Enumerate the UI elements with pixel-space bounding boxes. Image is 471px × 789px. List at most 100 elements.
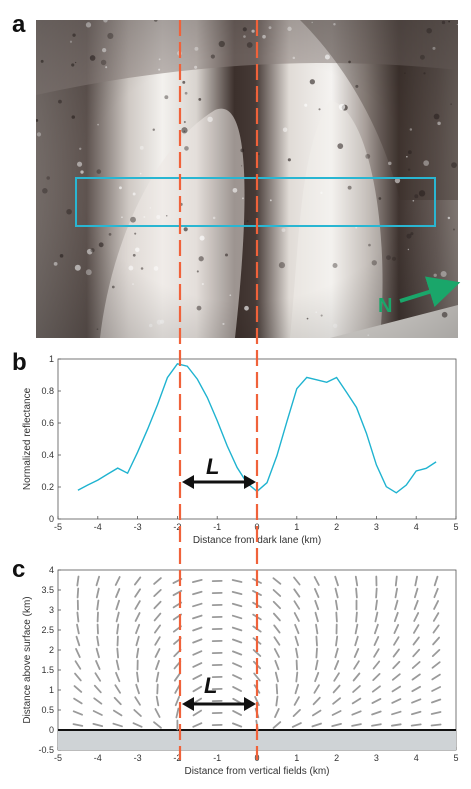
field-vector [192, 722, 203, 728]
field-vector [375, 587, 378, 599]
field-vector [333, 660, 340, 670]
field-vector [333, 672, 340, 682]
field-vector [352, 672, 361, 682]
field-vector [372, 673, 381, 681]
field-vector [174, 695, 181, 707]
field-vector [73, 685, 83, 693]
field-vector [192, 614, 203, 620]
field-vector [273, 636, 281, 646]
field-vector [192, 662, 203, 668]
field-vector [331, 710, 342, 716]
field-vector [94, 672, 102, 682]
field-vector [134, 612, 141, 622]
field-vector [172, 589, 183, 597]
c-ytick-label: 1.5 [41, 665, 54, 675]
field-vector-chart: -5-4-3-2-1012345-0.500.511.522.533.54Dis… [22, 565, 459, 777]
field-vector [231, 591, 243, 595]
c-ytick-label: 4 [49, 565, 54, 575]
field-vector [231, 626, 243, 632]
field-vector [93, 697, 103, 705]
field-vector [96, 635, 100, 647]
field-vector [191, 579, 203, 583]
b-xtick-label: 1 [294, 522, 299, 532]
field-vector [114, 684, 121, 694]
field-vector [153, 600, 162, 610]
field-vector [272, 721, 282, 729]
field-vector [295, 671, 299, 683]
c-ytick-label: 0.5 [41, 705, 54, 715]
field-vector [314, 599, 320, 611]
b-xtick-label: -5 [54, 522, 62, 532]
field-vector [352, 685, 361, 693]
field-vector [394, 587, 399, 599]
field-vector [433, 587, 439, 599]
field-vector [373, 636, 380, 646]
field-vector [431, 661, 441, 669]
b-ytick-label: 0.8 [41, 386, 54, 396]
panel-label-a: a [12, 11, 26, 38]
profile-sample-box [75, 177, 436, 227]
field-vector [231, 602, 243, 608]
field-vector [294, 635, 300, 647]
panel-label-c: c [12, 556, 25, 583]
field-vector [254, 696, 260, 706]
field-vector [135, 635, 140, 647]
field-vector [155, 659, 160, 671]
field-vector [393, 636, 400, 646]
field-vector [354, 623, 359, 635]
field-vector [295, 647, 299, 659]
field-vector [96, 599, 100, 611]
field-vector [313, 588, 320, 598]
field-vector [175, 707, 180, 719]
b-xtick-label: -1 [213, 522, 221, 532]
field-vector [232, 686, 243, 692]
field-vector [351, 710, 362, 716]
field-vector [432, 636, 441, 646]
panel-label-b: b [12, 349, 27, 376]
field-vector [135, 623, 141, 635]
field-vector [393, 624, 400, 634]
field-vector [232, 674, 243, 680]
field-vector [311, 709, 322, 717]
field-vector [314, 611, 319, 623]
field-vector [374, 599, 378, 611]
field-vector [135, 647, 140, 659]
field-vector [334, 575, 339, 587]
field-vector [95, 647, 100, 659]
field-vector [174, 684, 181, 694]
field-vector [192, 590, 203, 596]
c-xtick-label: -1 [213, 753, 221, 763]
field-vector [274, 659, 280, 671]
field-vector [410, 723, 422, 727]
field-vector [133, 709, 142, 717]
b-xtick-label: 3 [374, 522, 379, 532]
field-vector [394, 575, 398, 587]
field-vector [354, 635, 359, 647]
c-ytick-label: 0 [49, 725, 54, 735]
field-vector [393, 611, 399, 623]
field-vector [153, 721, 162, 729]
field-vector [334, 587, 339, 599]
c-ytick-label: -0.5 [38, 745, 54, 755]
field-vector [313, 684, 320, 694]
field-vector [293, 696, 300, 706]
separation-label-c: L [204, 673, 217, 698]
field-vector [73, 697, 83, 705]
field-vector [153, 577, 162, 585]
field-vector [115, 611, 120, 623]
field-vector [391, 685, 402, 693]
field-vector [154, 648, 161, 658]
c-xtick-label: 5 [453, 753, 458, 763]
field-vector [291, 722, 302, 728]
c-ylabel: Distance above surface (km) [22, 596, 33, 723]
field-vector [353, 648, 360, 658]
c-xtick-label: 4 [414, 753, 419, 763]
c-ytick-label: 2.5 [41, 625, 54, 635]
field-vector [411, 661, 421, 669]
field-vector [231, 614, 243, 620]
field-vector [134, 588, 142, 598]
field-vector [173, 672, 181, 682]
b-xtick-label: -3 [134, 522, 142, 532]
b-xtick-label: -2 [173, 522, 181, 532]
